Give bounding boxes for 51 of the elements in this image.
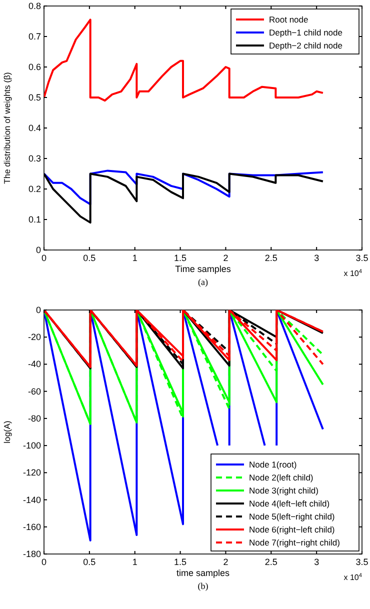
y-tick-label: -180: [22, 548, 41, 559]
y-tick-label: 0: [36, 244, 41, 255]
legend-label: Node 2(left child): [249, 472, 314, 482]
x-tick-label: 3: [314, 253, 320, 263]
x-axis-title: Time samples: [175, 264, 232, 274]
x-tick-label: 2: [223, 253, 228, 263]
y-tick-label: 0: [36, 304, 41, 315]
text: (a): [198, 277, 208, 287]
y-tick-label: -80: [28, 413, 41, 424]
text: x 10$^{4}$: [344, 269, 362, 278]
x-tick-label: 0.5: [83, 253, 96, 263]
y-tick-label: -60: [28, 386, 41, 396]
y-tick-label: -140: [22, 494, 41, 505]
y-axis-title: log(A): [2, 420, 12, 444]
y-axis-title: The distribution of weights (β): [2, 72, 12, 184]
y-tick-label: -120: [22, 468, 41, 478]
legend-label: Node 7(right−right child): [249, 537, 340, 548]
y-tick-label: -160: [22, 522, 41, 532]
legend-label: Depth−1 child node: [269, 27, 343, 38]
y-tick-label: 0.6: [28, 62, 41, 72]
legend-label: Root node: [269, 14, 308, 24]
legend-label: Node 5(left−right child): [249, 511, 335, 522]
x-tick-label: 0.5: [83, 557, 96, 567]
legend-label: Node 6(right−left child): [249, 524, 335, 534]
legend-label: Node 1(root): [249, 459, 297, 470]
x-tick-label: 1.5: [174, 557, 187, 567]
y-tick-label: 0.2: [28, 184, 41, 194]
text: (b): [198, 581, 208, 591]
x-tick-label: 3: [314, 557, 320, 567]
y-tick-label: 0.3: [28, 153, 41, 164]
x-tick-label: 1.5: [174, 253, 187, 263]
x-axis-title: time samples: [176, 568, 230, 578]
y-tick-label: 0.1: [28, 214, 41, 224]
y-tick-label: 0.8: [28, 0, 41, 11]
x-tick-label: 2.5: [264, 253, 278, 263]
y-tick-label: -100: [22, 440, 41, 451]
x-tick-label: 3.5: [356, 557, 368, 567]
x-tick-label: 1: [132, 253, 138, 263]
text: x 10$^{4}$: [344, 573, 362, 582]
y-tick-label: 0.7: [28, 31, 41, 42]
legend-label: Depth−2 child node: [269, 40, 343, 50]
x-tick-label: 3.5: [356, 253, 368, 263]
y-tick-label: 0.4: [28, 122, 41, 133]
legend-label: Node 3(right child): [249, 485, 319, 496]
x-tick-label: 2: [223, 557, 228, 567]
y-tick-label: -20: [28, 332, 41, 342]
legend-label: Node 4(left−left child): [249, 498, 330, 508]
y-tick-label: -40: [28, 359, 41, 370]
x-tick-label: 1: [132, 557, 138, 567]
x-tick-label: 2.5: [264, 557, 278, 567]
y-tick-label: 0.5: [28, 92, 41, 102]
